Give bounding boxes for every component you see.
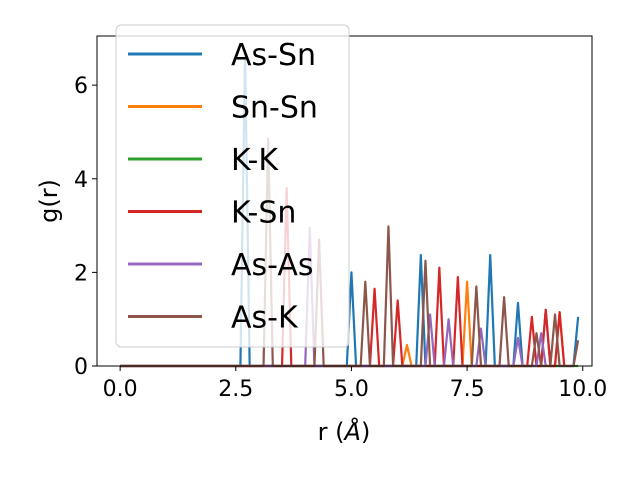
x-tick-label: 5.0 xyxy=(334,377,369,402)
y-tick-label: 6 xyxy=(74,74,88,99)
y-tick-label: 4 xyxy=(74,168,88,193)
ticks-layer: 0.0 2.5 5.0 7.5 10.0 0 2 4 6 xyxy=(74,74,607,402)
legend-label-as-as: As-As xyxy=(231,248,313,283)
x-tick-label: 0.0 xyxy=(103,377,138,402)
legend-label-k-sn: K-Sn xyxy=(231,196,296,231)
y-axis-label: g(r) xyxy=(35,179,63,223)
x-tick-label: 10.0 xyxy=(558,377,607,402)
legend-label-sn-sn: Sn-Sn xyxy=(231,91,318,126)
y-tick-label: 0 xyxy=(74,355,88,380)
x-tick-label: 2.5 xyxy=(218,377,253,402)
y-tick-label: 2 xyxy=(74,261,88,286)
legend: As-Sn Sn-Sn K-K K-Sn As-As As-K xyxy=(115,24,350,348)
legend-box xyxy=(115,24,350,348)
x-axis-label: r (Å) xyxy=(318,417,371,446)
x-tick-label: 7.5 xyxy=(450,377,485,402)
legend-label-as-sn: As-Sn xyxy=(231,38,316,73)
legend-label-k-k: K-K xyxy=(231,143,279,178)
legend-label-as-k: As-K xyxy=(231,301,299,336)
